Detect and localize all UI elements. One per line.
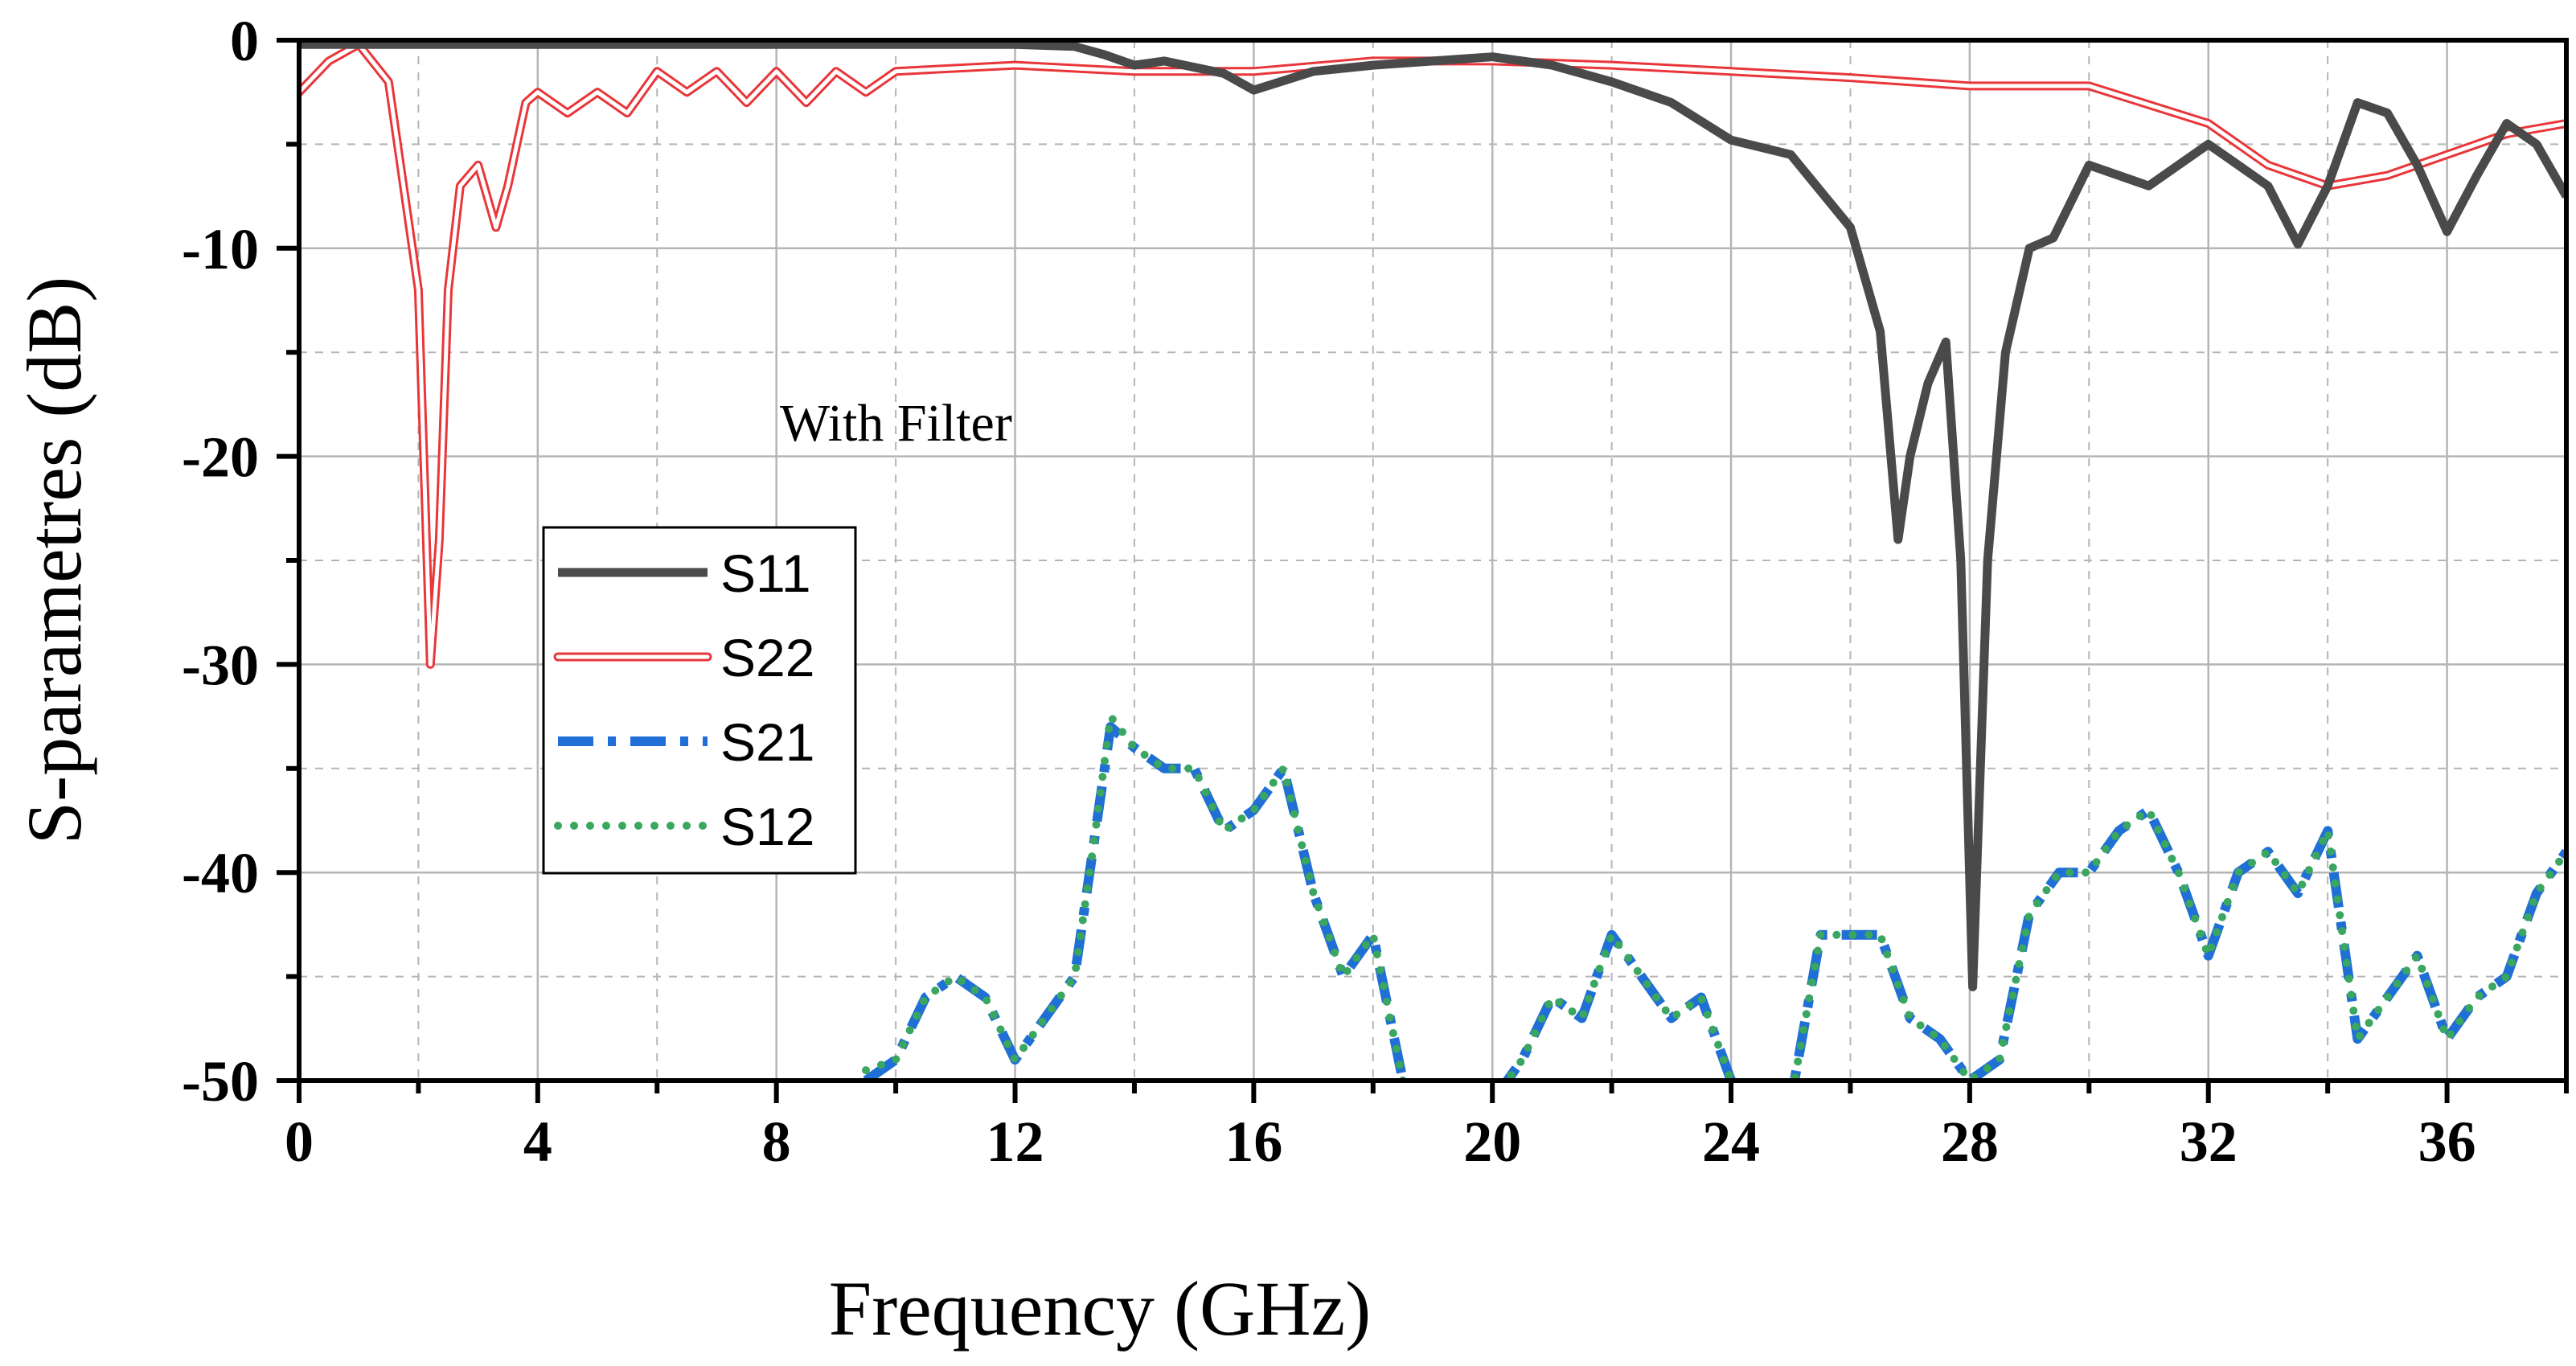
legend-label-s12: S12 (720, 797, 814, 856)
x-tick-label: 8 (762, 1110, 791, 1174)
x-tick-label: 32 (2180, 1110, 2238, 1174)
ticks (277, 38, 2569, 1103)
x-tick-label: 24 (1702, 1110, 1760, 1174)
series-line-s12 (862, 706, 2566, 1081)
x-tick-label: 20 (1463, 1110, 1521, 1174)
legend-label-s22: S22 (720, 628, 814, 687)
annotation-with-filter: With Filter (780, 394, 1012, 453)
x-tick-label: 28 (1941, 1110, 1999, 1174)
x-tick-label: 36 (2418, 1110, 2476, 1174)
y-tick-label: -30 (182, 633, 259, 697)
y-tick-label: -40 (182, 841, 259, 905)
tick-labels: 0 4 8 12 16 20 24 28 32 36 0 -10 -20 -30 -40 -50 (182, 9, 2476, 1174)
y-tick-label: 0 (230, 9, 259, 73)
x-tick-label: 16 (1224, 1110, 1282, 1174)
x-axis-label: Frequency (GHz) (829, 1265, 1371, 1352)
series-line-s11 (299, 40, 2566, 991)
series-group (299, 40, 2566, 1081)
y-tick-label: -10 (182, 217, 259, 281)
legend-label-s21: S21 (720, 712, 814, 772)
series-line-s22-inner (299, 42, 2566, 667)
legend-box (542, 526, 857, 875)
y-axis-label: S-parametres (dB) (11, 277, 97, 844)
x-tick-label: 12 (987, 1110, 1044, 1174)
legend: S11 S22 S21 S12 (542, 526, 857, 875)
y-tick-label: -20 (182, 425, 259, 490)
y-tick-label: -50 (182, 1049, 259, 1114)
x-tick-label: 4 (523, 1110, 552, 1174)
x-tick-label: 0 (285, 1110, 314, 1174)
legend-label-s11: S11 (720, 544, 811, 603)
